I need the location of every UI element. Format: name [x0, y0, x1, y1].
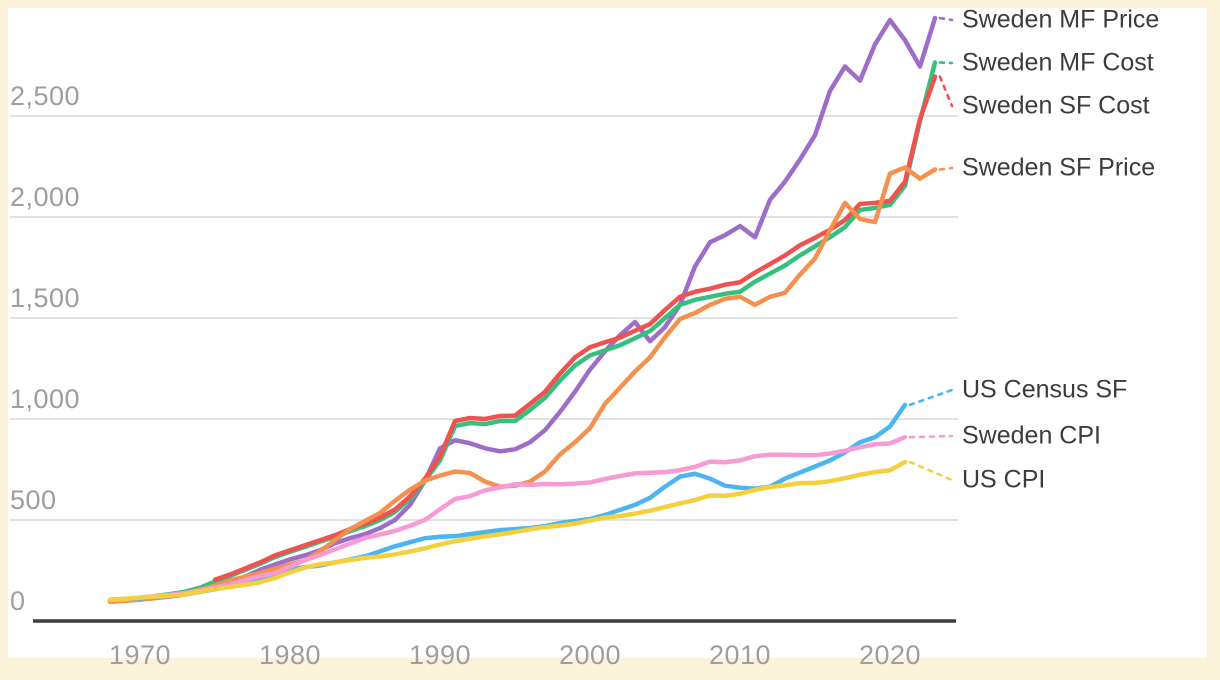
x-tick-label: 2020 — [858, 640, 922, 670]
y-tick-label: 2,500 — [10, 81, 81, 111]
series-line-sweden-sf-price — [107, 165, 938, 605]
leader-line-sweden-sf-price — [938, 166, 954, 171]
series-line-us-cpi — [107, 459, 908, 603]
series-label-sweden-sf-cost: Sweden SF Cost — [962, 91, 1150, 120]
y-tick-label: 2,000 — [10, 182, 81, 212]
y-tick-label: 1,000 — [10, 384, 81, 414]
x-tick-label: 2000 — [558, 640, 622, 670]
series-line-sweden-sf-cost — [212, 74, 938, 582]
series-label-sweden-mf-cost: Sweden MF Cost — [962, 48, 1154, 77]
x-tick-label: 2010 — [708, 640, 772, 670]
series-line-sweden-cpi — [107, 434, 908, 603]
leader-line-us-cpi — [908, 460, 954, 482]
series-line-us-census-sf — [107, 402, 908, 603]
gridlines — [10, 115, 958, 521]
leader-line-sweden-sf-cost — [938, 75, 954, 108]
x-tick-label: 1980 — [258, 640, 322, 670]
series-label-sweden-sf-price: Sweden SF Price — [962, 153, 1156, 182]
series-label-us-cpi: US CPI — [962, 465, 1046, 494]
leader-line-us-census-sf — [908, 388, 954, 407]
leader-line-sweden-cpi — [908, 434, 954, 439]
series-layer — [107, 15, 954, 605]
y-tick-label: 0 — [10, 586, 26, 616]
y-tick-label: 500 — [10, 485, 57, 515]
series-label-sweden-mf-price: Sweden MF Price — [962, 5, 1160, 34]
leader-line-sweden-mf-cost — [938, 61, 954, 65]
series-label-us-census-sf: US Census SF — [962, 375, 1128, 404]
x-tick-label: 1970 — [108, 640, 172, 670]
series-label-sweden-cpi: Sweden CPI — [962, 421, 1101, 450]
x-tick-label: 1990 — [408, 640, 472, 670]
y-tick-label: 1,500 — [10, 283, 81, 313]
series-line-sweden-mf-price — [107, 15, 938, 604]
leader-line-sweden-mf-price — [938, 16, 954, 22]
